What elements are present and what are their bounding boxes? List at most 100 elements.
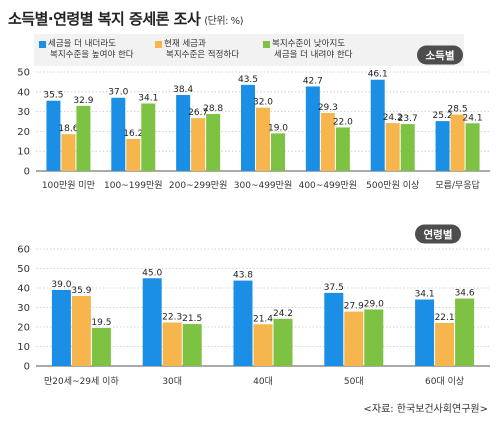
- x-tick-label: 300~499만원: [234, 180, 292, 191]
- y-tick-label: 10: [17, 342, 30, 353]
- y-tick-label: 10: [17, 147, 30, 158]
- bar: [400, 124, 415, 171]
- data-label: 29.0: [364, 299, 384, 309]
- data-label: 19.0: [268, 123, 288, 133]
- bar: [271, 133, 285, 171]
- x-tick-label: 500만원 이상: [366, 180, 419, 191]
- data-label: 43.5: [238, 75, 258, 85]
- y-tick-label: 50: [17, 68, 30, 79]
- data-label: 32.0: [253, 98, 273, 108]
- bar: [142, 278, 162, 366]
- legend-swatch-blue: [39, 41, 46, 48]
- legend-label-line2: 복지수준을 높여야 한다: [50, 50, 134, 60]
- y-tick-label: 20: [17, 323, 30, 334]
- data-label: 27.9: [344, 302, 364, 312]
- panel-badge-label: 소득별: [426, 49, 455, 62]
- bar: [162, 322, 182, 366]
- y-tick-label: 60: [17, 245, 30, 256]
- x-tick-label: 100만원 미만: [42, 180, 95, 191]
- data-label: 24.1: [463, 113, 483, 123]
- data-label: 37.0: [108, 88, 128, 98]
- chart-unit: (단위: %): [204, 16, 244, 27]
- legend-label-line2: 세금을 더 내려야 한다: [274, 50, 353, 60]
- data-label: 46.1: [368, 70, 388, 80]
- data-label: 26.7: [188, 108, 208, 118]
- x-tick-label: 30대: [162, 376, 182, 387]
- data-label: 39.0: [51, 280, 71, 290]
- bar: [335, 127, 350, 171]
- data-label: 34.6: [455, 289, 475, 299]
- bar: [385, 123, 400, 171]
- legend-swatch-orange: [155, 41, 162, 48]
- legend-swatch-green: [263, 41, 270, 48]
- x-tick-label: 50대: [344, 376, 364, 387]
- bar: [370, 79, 385, 171]
- data-label: 35.5: [43, 91, 63, 101]
- data-label: 28.8: [203, 104, 223, 114]
- data-label: 37.5: [324, 283, 344, 293]
- data-label: 34.1: [415, 290, 435, 300]
- bar: [176, 94, 191, 171]
- data-label: 24.2: [383, 113, 403, 123]
- x-tick-label: 100~199만원: [104, 180, 162, 191]
- data-label: 21.5: [182, 314, 202, 324]
- bar: [71, 295, 91, 366]
- y-tick-label: 30: [17, 303, 30, 314]
- panel-badge-label: 연령별: [424, 228, 453, 241]
- x-tick-label: 만20세~29세 이하: [44, 376, 119, 387]
- data-label: 43.8: [233, 271, 253, 281]
- bar: [46, 100, 61, 171]
- legend-item-appropriate: 현재 세금과 복지수준은 적정하다: [155, 39, 239, 61]
- source-note: <자료: 한국보건사회연구원>: [363, 404, 488, 415]
- x-tick-label: 400~499만원: [299, 180, 357, 191]
- data-label: 29.3: [318, 103, 338, 113]
- bar: [76, 105, 91, 171]
- data-label: 18.6: [58, 124, 78, 134]
- bar: [435, 322, 455, 366]
- bar: [435, 121, 450, 171]
- bar: [141, 103, 156, 171]
- bar: [273, 318, 293, 366]
- bar: [206, 113, 221, 171]
- y-tick-label: 30: [17, 107, 30, 118]
- bar: [111, 97, 126, 171]
- data-label: 24.2: [273, 309, 293, 319]
- bar: [344, 311, 364, 366]
- legend-label-line1: 복지수준이 낮아지도: [272, 39, 346, 49]
- legend-item-raise-tax: 세금을 더 내더라도 복지수준을 높여야 한다: [39, 39, 134, 61]
- x-tick-label: 60대 이상: [425, 376, 464, 387]
- bar: [324, 292, 344, 366]
- legend: 세금을 더 내더라도 복지수준을 높여야 한다 현재 세금과 복지수준은 적정하…: [34, 34, 464, 66]
- y-tick-label: 0: [24, 167, 30, 178]
- legend-label-line1: 현재 세금과: [164, 39, 206, 49]
- bar: [126, 138, 141, 171]
- data-label: 21.4: [253, 314, 273, 324]
- data-label: 16.2: [123, 129, 143, 139]
- data-label: 45.0: [142, 268, 162, 278]
- legend-item-lower-tax: 복지수준이 낮아지도 세금을 더 내려야 한다: [263, 39, 353, 61]
- bar: [364, 309, 384, 366]
- x-tick-label: 모름/무응답: [435, 179, 479, 191]
- bar: [305, 86, 320, 171]
- bar: [61, 134, 76, 171]
- data-label: 42.7: [303, 76, 323, 86]
- bar: [91, 327, 111, 366]
- bar: [320, 112, 335, 171]
- bar: [233, 280, 253, 366]
- y-tick-label: 50: [17, 264, 30, 275]
- bar: [191, 118, 206, 171]
- data-label: 22.1: [435, 313, 455, 323]
- bar: [450, 114, 465, 171]
- data-label: 34.1: [138, 93, 158, 103]
- data-label: 35.9: [71, 286, 91, 296]
- data-label: 28.5: [448, 105, 468, 115]
- y-tick-label: 40: [17, 87, 30, 98]
- x-tick-label: 40대: [253, 376, 273, 387]
- data-label: 38.4: [173, 85, 193, 95]
- panel-badge: [417, 45, 463, 65]
- data-label: 23.7: [398, 114, 418, 124]
- legend-label-line1: 세금을 더 내더라도: [48, 39, 116, 49]
- panel-badge: [415, 224, 461, 244]
- bar: [465, 123, 480, 171]
